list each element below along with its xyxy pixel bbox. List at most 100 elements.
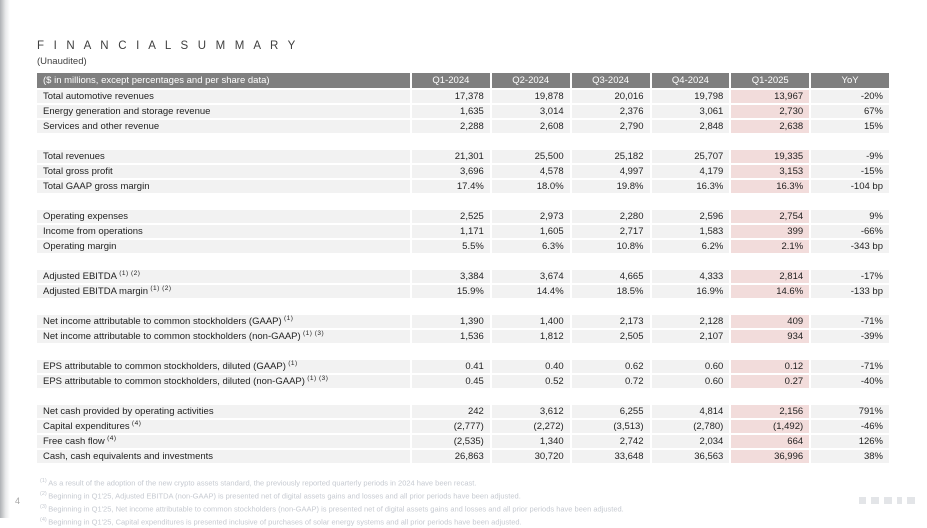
cell-q2-2024: 1,400 <box>491 315 570 328</box>
cell-q3-2024: 2,505 <box>571 330 650 343</box>
cell-q1-2025: 2,730 <box>731 105 810 118</box>
cell-q2-2024: 25,500 <box>491 150 570 163</box>
table-row: Capital expenditures (4) (2,777) (2,272) (3… <box>37 420 889 433</box>
row-label: Services and other revenue <box>37 120 410 133</box>
row-label: Total revenues <box>37 150 410 163</box>
cell-yoy: -40% <box>811 375 889 388</box>
cell-q4-2024: 0.60 <box>651 360 730 373</box>
section-spacer <box>37 195 889 210</box>
row-label: Total gross profit <box>37 165 410 178</box>
cell-yoy: -20% <box>811 90 889 103</box>
cell-q1-2025: 409 <box>731 315 810 328</box>
page-number: 4 <box>15 496 21 506</box>
cell-q1-2025: 664 <box>731 435 810 448</box>
cell-q2-2024: 0.40 <box>491 360 570 373</box>
cell-q1-2024: 1,536 <box>412 330 490 343</box>
cell-q2-2024: 30,720 <box>491 450 570 463</box>
table-row: Total gross profit 3,696 4,578 4,997 4,179 3,… <box>37 165 889 178</box>
section-spacer <box>37 345 889 360</box>
table-row: Cash, cash equivalents and investments 26… <box>37 450 889 463</box>
cell-q2-2024: 0.52 <box>491 375 570 388</box>
cell-q3-2024: 19.8% <box>571 180 650 193</box>
table-row: EPS attributable to common stockholders,… <box>37 360 889 373</box>
row-label: Operating expenses <box>37 210 410 223</box>
cell-q2-2024: 2,973 <box>491 210 570 223</box>
cell-q3-2024: 6,255 <box>571 405 650 418</box>
table-row: Adjusted EBITDA margin (1) (2) 15.9% 14.4%… <box>37 285 889 298</box>
cell-yoy: -133 bp <box>811 285 889 298</box>
row-label: Energy generation and storage revenue <box>37 105 410 118</box>
cell-q1-2025: 2,156 <box>731 405 810 418</box>
row-label: Income from operations <box>37 225 410 238</box>
footnote-marker: (1) (3) <box>304 374 329 382</box>
cell-yoy: -66% <box>811 225 889 238</box>
cell-q1-2025: 2,638 <box>731 120 810 133</box>
page-left-edge-shadow <box>0 0 10 518</box>
cell-yoy: 38% <box>811 450 889 463</box>
row-label: Total GAAP gross margin <box>37 180 410 193</box>
cell-q2-2024: 19,878 <box>491 90 570 103</box>
footnotes: (1) As a result of the adoption of the n… <box>40 476 900 528</box>
cell-yoy: -17% <box>811 270 889 283</box>
table-row: Operating margin 5.5% 6.3% 10.8% 6.2% 2.1% -34… <box>37 240 889 253</box>
row-label: EPS attributable to common stockholders,… <box>37 375 410 388</box>
cell-q2-2024: 18.0% <box>491 180 570 193</box>
cell-q4-2024: 16.3% <box>651 180 730 193</box>
cell-q1-2025: 16.3% <box>731 180 810 193</box>
cell-q4-2024: 4,179 <box>651 165 730 178</box>
cell-q1-2025: (1,492) <box>731 420 810 433</box>
cell-q1-2024: 2,288 <box>412 120 490 133</box>
table-row: EPS attributable to common stockholders,… <box>37 375 889 388</box>
cell-q1-2025: 0.27 <box>731 375 810 388</box>
column-header-q4-2024: Q4-2024 <box>651 73 730 88</box>
watermark-mark <box>859 497 866 504</box>
cell-q3-2024: 0.62 <box>571 360 650 373</box>
cell-q4-2024: 36,563 <box>651 450 730 463</box>
row-label: Cash, cash equivalents and investments <box>37 450 410 463</box>
footnote-marker: (1) (2) <box>116 269 141 277</box>
footnote-marker: (1) <box>281 314 294 322</box>
cell-q2-2024: 1,812 <box>491 330 570 343</box>
column-header-q1-2024: Q1-2024 <box>412 73 490 88</box>
cell-q3-2024: 2,742 <box>571 435 650 448</box>
cell-q4-2024: 2,848 <box>651 120 730 133</box>
watermark-mark <box>907 497 915 504</box>
table-row: Energy generation and storage revenue 1,6… <box>37 105 889 118</box>
cell-q1-2024: 1,390 <box>412 315 490 328</box>
cell-q4-2024: (2,780) <box>651 420 730 433</box>
table-header-label: ($ in millions, except percentages and p… <box>37 73 410 88</box>
cell-yoy: 9% <box>811 210 889 223</box>
cell-q3-2024: 2,280 <box>571 210 650 223</box>
row-label: Adjusted EBITDA (1) (2) <box>37 270 410 283</box>
footnote-marker: (1) <box>285 359 298 367</box>
cell-q1-2024: 3,384 <box>412 270 490 283</box>
cell-q2-2024: 6.3% <box>491 240 570 253</box>
cell-q4-2024: 19,798 <box>651 90 730 103</box>
cell-q1-2025: 13,967 <box>731 90 810 103</box>
cell-q2-2024: 4,578 <box>491 165 570 178</box>
cell-q2-2024: 14.4% <box>491 285 570 298</box>
column-header-q1-2025: Q1-2025 <box>731 73 810 88</box>
table-row: Total revenues 21,301 25,500 25,182 25,707 19… <box>37 150 889 163</box>
column-header-yoy: YoY <box>811 73 889 88</box>
watermark-mark <box>871 497 879 504</box>
cell-q1-2024: 17,378 <box>412 90 490 103</box>
row-label: Net cash provided by operating activitie… <box>37 405 410 418</box>
table-row: Services and other revenue 2,288 2,608 2,79… <box>37 120 889 133</box>
cell-q3-2024: 2,717 <box>571 225 650 238</box>
footnote-line: (4) Beginning in Q1'25, Capital expendit… <box>40 517 522 527</box>
row-label: Free cash flow (4) <box>37 435 410 448</box>
row-label: Net income attributable to common stockh… <box>37 315 410 328</box>
cell-q4-2024: 3,061 <box>651 105 730 118</box>
cell-q1-2025: 36,996 <box>731 450 810 463</box>
cell-q2-2024: 1,605 <box>491 225 570 238</box>
cell-q1-2024: 21,301 <box>412 150 490 163</box>
footnote-line: (1) As a result of the adoption of the n… <box>40 478 477 488</box>
cell-q4-2024: 2,596 <box>651 210 730 223</box>
cell-yoy: 15% <box>811 120 889 133</box>
cell-q3-2024: 0.72 <box>571 375 650 388</box>
cell-q1-2025: 399 <box>731 225 810 238</box>
cell-yoy: -104 bp <box>811 180 889 193</box>
cell-q2-2024: 2,608 <box>491 120 570 133</box>
table-row: Operating expenses 2,525 2,973 2,280 2,596 2,… <box>37 210 889 223</box>
